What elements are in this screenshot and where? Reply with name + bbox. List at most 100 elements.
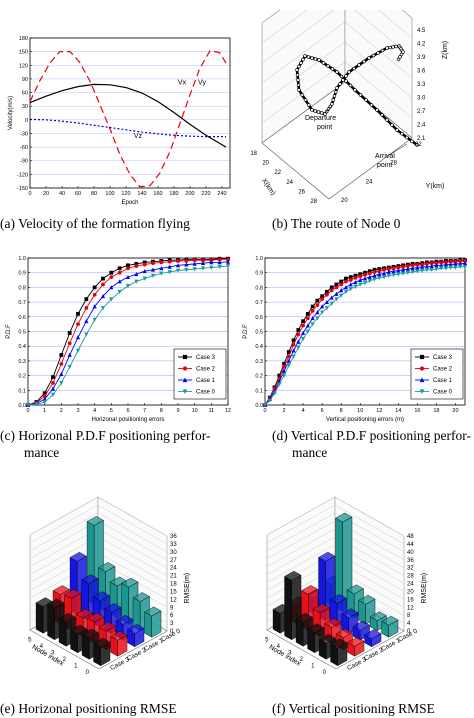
z-tick-label: 16 (407, 597, 414, 603)
data-point (358, 282, 363, 287)
y-tick-label: 0.8 (255, 285, 263, 291)
floor-plane (261, 81, 413, 200)
horizontal-pdf-chart: 0 1 2 3 4 5 6 7 8 9 10 11 120.00.10.20.30.40.50.60.7… (6, 256, 231, 423)
data-point (291, 348, 296, 353)
data-point (339, 293, 344, 298)
y-tick-label: -150 (17, 186, 28, 192)
data-point (109, 275, 114, 280)
grid-line (266, 544, 405, 584)
route-point (326, 107, 331, 111)
route-point (394, 44, 398, 49)
data-point (184, 259, 189, 263)
route-point (334, 90, 338, 94)
node-tick-label: 0 (323, 670, 327, 676)
caption-b: (b) The route of Node 0 (272, 216, 401, 231)
x-tick-label: 100 (105, 191, 114, 197)
route-point (295, 73, 300, 77)
data-point (410, 270, 415, 275)
caption-d-line1: (d) Vertical P.D.F positioning perfor- (272, 428, 471, 443)
x-tick-label: 0 (28, 191, 31, 197)
data-point (381, 271, 387, 276)
data-point (84, 297, 89, 302)
data-point (334, 297, 339, 302)
bar-case-3-node-4 (47, 603, 55, 641)
data-point (339, 288, 344, 293)
route-point (306, 55, 311, 59)
route-point (338, 82, 342, 86)
data-point (429, 261, 434, 266)
z-tick-label: 9 (170, 605, 174, 611)
data-point (167, 259, 172, 264)
data-point (267, 398, 272, 403)
x-tick-label: 26 (298, 189, 305, 195)
annotation-arrival-2: point (377, 162, 392, 169)
y-tick-label: 0.3 (255, 359, 263, 365)
route-point (358, 93, 363, 97)
route-point (296, 78, 300, 82)
data-point (415, 262, 420, 267)
data-point (405, 264, 410, 268)
y-tick-label: 0.6 (255, 315, 263, 321)
data-point (282, 361, 286, 366)
legend-label: Case 2 (433, 367, 453, 373)
data-point (100, 306, 106, 311)
route-point (300, 93, 304, 97)
data-point (217, 260, 222, 265)
y-tick-label: 20 (341, 198, 348, 204)
route-point (388, 45, 392, 50)
bar-case-3-node-5 (35, 602, 44, 634)
z-tick-label: 3.0 (417, 96, 426, 102)
data-point (453, 265, 458, 270)
z-tick-label: 30 (170, 550, 177, 556)
y-tick-label: 180 (19, 36, 28, 42)
data-point (84, 332, 89, 337)
data-point (329, 288, 334, 293)
node-tick-label: 3 (51, 650, 55, 656)
x-tick-label: 11 (208, 408, 214, 414)
data-point (439, 263, 444, 268)
x-tick-label: 18 (433, 408, 439, 414)
legend-label: Case 0 (196, 390, 216, 396)
data-point (324, 306, 329, 311)
route-point (385, 118, 389, 122)
data-point (424, 267, 429, 273)
data-point (362, 281, 368, 286)
caption-f: (f) Vertical positioning RMSE (272, 701, 435, 716)
bar-case-0-node-0 (144, 611, 152, 638)
grid-line (266, 520, 405, 560)
data-point (34, 402, 39, 407)
data-point (382, 267, 386, 272)
z-tick-label: 44 (407, 542, 414, 548)
y-tick-label: 120 (19, 63, 28, 69)
z-tick-label: 4.2 (417, 42, 426, 48)
data-point (334, 282, 339, 287)
grid-line (266, 496, 405, 537)
route-point (307, 103, 311, 107)
route-point (390, 123, 394, 127)
legend-label: Case 1 (196, 378, 216, 384)
y-tick-label: 0.4 (255, 344, 263, 350)
data-point (363, 270, 367, 275)
data-point (367, 271, 372, 276)
data-point (310, 309, 315, 313)
caption-c-line1: (c) Horizonal P.D.F positioning perfor- (0, 428, 211, 443)
x-tick-label: 14 (395, 408, 401, 414)
data-point (353, 284, 358, 289)
data-point (381, 275, 387, 280)
route-point (415, 143, 419, 147)
y-tick-label: 1.0 (18, 256, 26, 262)
bar-side (388, 619, 399, 638)
data-point (286, 350, 291, 354)
y-tick-label: -60 (20, 145, 28, 151)
data-point (67, 331, 72, 335)
data-point (401, 267, 406, 272)
x-tick-label: 60 (75, 191, 81, 197)
legend-label: Case 3 (433, 355, 453, 361)
grid-line (29, 496, 168, 537)
y-axis-label: P.D.F (243, 324, 249, 339)
x-tick-label: 180 (169, 191, 178, 197)
data-point (192, 258, 197, 263)
data-point (377, 267, 382, 271)
legend-label: Case 0 (433, 390, 453, 396)
y-tick-label: 1.0 (255, 256, 263, 262)
